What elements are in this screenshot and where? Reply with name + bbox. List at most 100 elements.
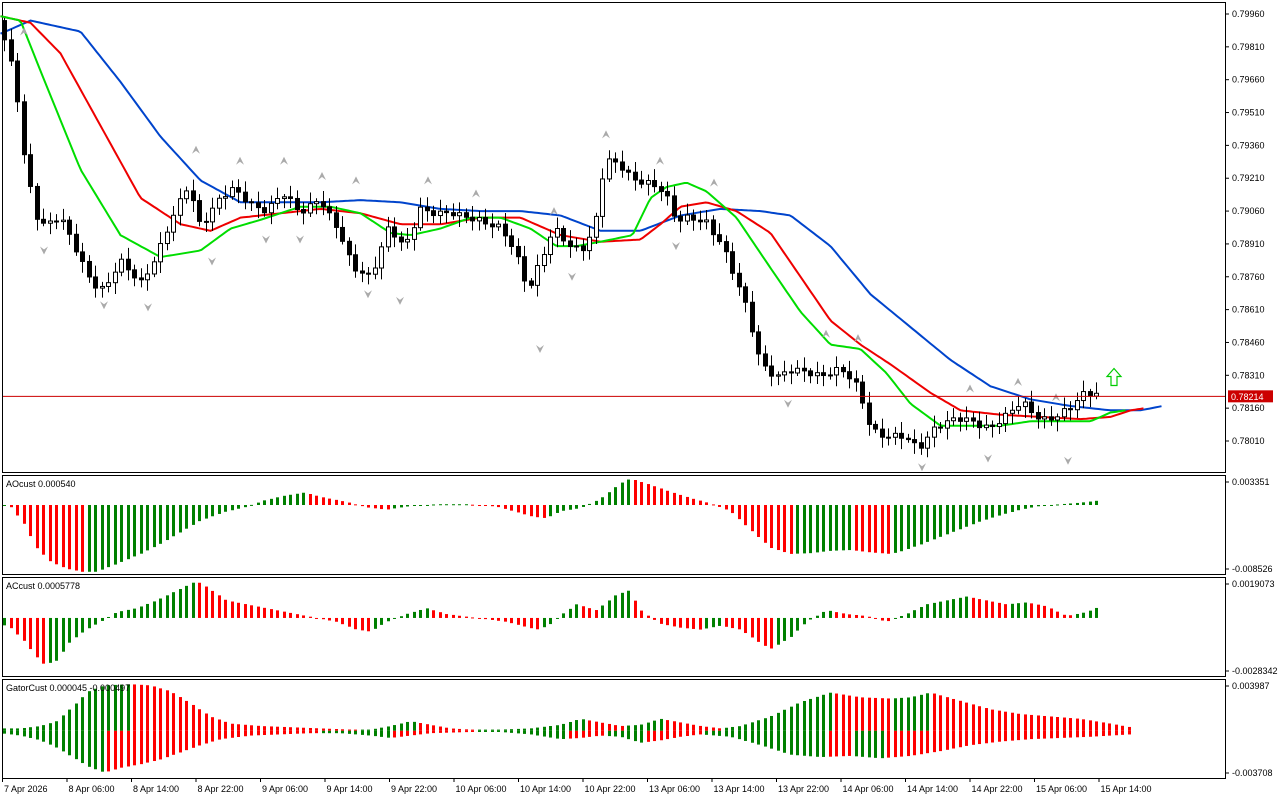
ac-axis-max: 0.0019073 — [1232, 579, 1275, 589]
gator-upper-bar — [842, 694, 845, 731]
ao-bar — [114, 505, 117, 565]
ao-bar — [1089, 501, 1092, 506]
ac-bar — [764, 617, 767, 646]
ac-bar — [666, 617, 669, 626]
ao-bar — [1030, 505, 1033, 508]
ao-bar — [361, 505, 364, 507]
candle-body — [15, 60, 20, 103]
gator-lower-bar — [1030, 730, 1033, 740]
candle-body — [1075, 400, 1080, 411]
candle-body — [425, 206, 430, 212]
ac-bar — [952, 599, 955, 618]
gator-lower-bar — [107, 730, 110, 772]
gator-lower-bar — [452, 730, 455, 733]
gator-upper-bar — [634, 725, 637, 731]
gator-lower-bar — [913, 730, 916, 756]
candle-body — [223, 196, 228, 199]
ao-bar — [673, 492, 676, 506]
gator-upper-bar — [309, 727, 312, 731]
gator-upper-bar — [393, 725, 396, 731]
candle-body — [100, 285, 105, 289]
gator-lower-bar — [556, 730, 559, 739]
candle-body — [756, 331, 761, 355]
candle-body — [698, 219, 703, 223]
ac-bar — [569, 608, 572, 618]
ao-bar — [608, 492, 611, 506]
price-tick-label: 0.79810 — [1232, 42, 1265, 52]
candle-body — [685, 214, 690, 222]
gator-upper-bar — [10, 728, 13, 731]
gator-lower-bar — [367, 730, 370, 736]
ao-bar — [783, 505, 786, 553]
gator-lower-bar — [1128, 730, 1131, 735]
gator-lower-bar — [62, 730, 65, 752]
ao-bar — [62, 505, 65, 568]
gator-upper-bar — [621, 725, 624, 731]
ao-bar — [1063, 503, 1066, 506]
candle-body — [678, 215, 683, 222]
gator-upper-bar — [211, 717, 214, 731]
price-tick-label: 0.78160 — [1232, 403, 1265, 413]
gator-upper-bar — [803, 701, 806, 731]
gator-lower-bar — [133, 730, 136, 766]
gator-upper-bar — [913, 696, 916, 731]
ao-bar — [289, 494, 292, 506]
ac-bar — [549, 617, 552, 625]
ac-bar — [205, 586, 208, 618]
ac-bar — [491, 617, 494, 620]
gator-upper-bar — [770, 715, 773, 731]
ac-bar — [900, 616, 903, 618]
ao-bar — [250, 504, 253, 506]
gator-lower-bar — [153, 730, 156, 762]
gator-lower-bar — [660, 730, 663, 741]
ac-bar — [907, 613, 910, 618]
gator-lower-bar — [991, 730, 994, 743]
ac-bar — [874, 617, 877, 619]
gator-upper-bar — [179, 697, 182, 731]
gator-lower-bar — [530, 730, 533, 735]
candle-body — [438, 210, 443, 217]
gator-lower-bar — [341, 730, 344, 734]
candle-body — [769, 365, 774, 377]
candle-body — [743, 286, 748, 303]
gator-upper-bar — [965, 702, 968, 731]
gator-upper-bar — [972, 704, 975, 731]
candle-body — [106, 282, 111, 287]
gator-upper-bar — [1076, 718, 1079, 731]
candle-body — [477, 217, 482, 222]
candle-body — [711, 219, 716, 236]
gator-lower-bar — [140, 730, 143, 765]
ao-bar — [764, 505, 767, 543]
gator-upper-bar — [1017, 713, 1020, 731]
candle-body — [503, 223, 508, 237]
gator-upper-bar — [94, 688, 97, 731]
ac-bar — [738, 617, 741, 630]
gator-upper-bar — [296, 727, 299, 731]
candle-body — [210, 207, 215, 223]
gator-upper-bar — [686, 723, 689, 731]
ao-bar — [549, 505, 552, 517]
gator-lower-bar — [998, 730, 1001, 742]
ac-bar — [1063, 614, 1066, 618]
ao-axis-min: -0.008526 — [1232, 564, 1273, 574]
ao-bar — [666, 490, 669, 506]
candle-body — [620, 161, 625, 171]
candle-body — [230, 187, 235, 198]
candle-body — [1062, 408, 1067, 418]
ac-bar — [868, 616, 871, 618]
ao-bar — [283, 495, 286, 506]
ac-bar — [1050, 608, 1053, 618]
candle-body — [971, 417, 976, 422]
ac-bar — [322, 617, 325, 620]
fractal-down — [784, 399, 792, 408]
ao-bar — [140, 505, 143, 554]
gator-upper-bar — [1115, 724, 1118, 731]
ao-bar — [426, 504, 429, 506]
candle-body — [652, 180, 657, 188]
time-tick-label: 9 Apr 22:00 — [391, 784, 437, 794]
gator-upper-bar — [159, 688, 162, 731]
gator-upper-bar — [1030, 714, 1033, 731]
ac-bar — [627, 590, 630, 618]
gator-upper-bar — [757, 720, 760, 731]
